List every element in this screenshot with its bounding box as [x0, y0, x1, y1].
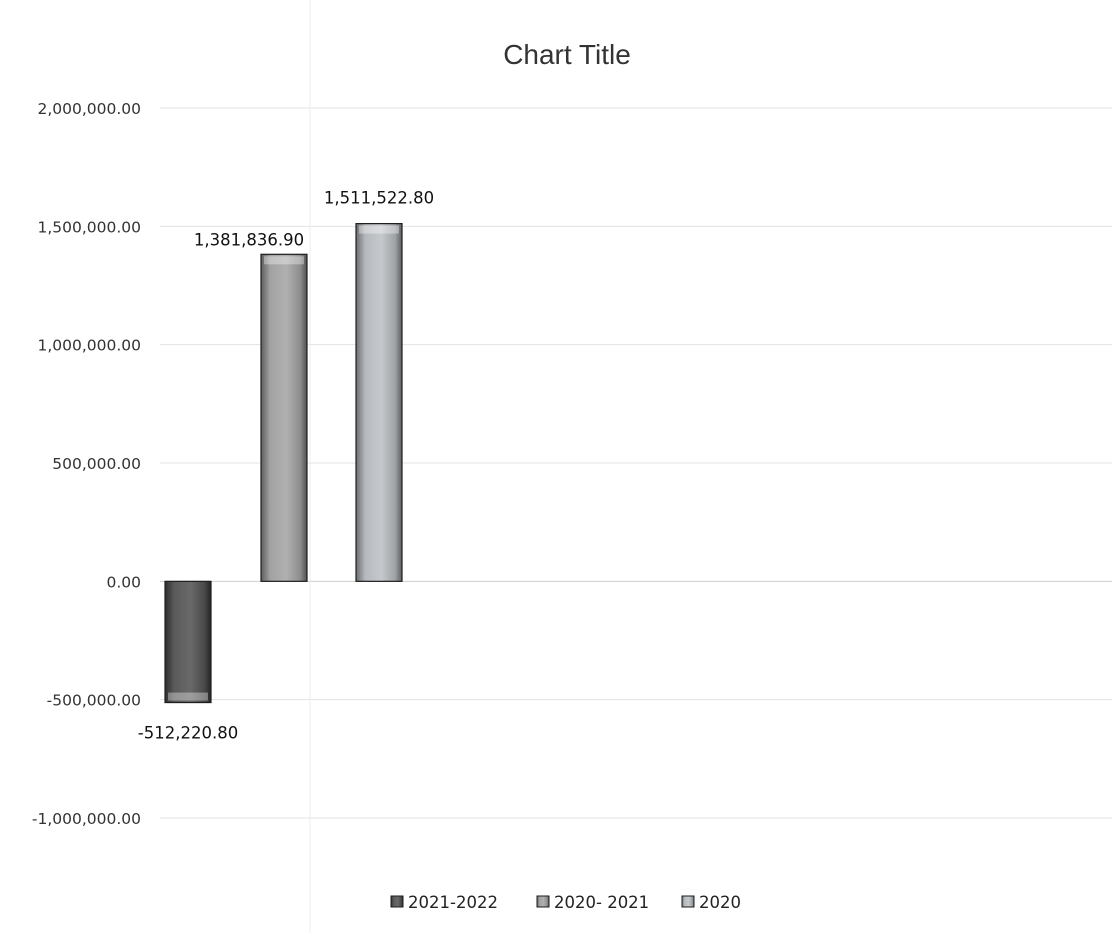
- bar: [260, 253, 308, 582]
- bar-bevel: [359, 225, 399, 234]
- bar-2020-2021: [260, 253, 308, 582]
- y-tick-label: 500,000.00: [52, 455, 141, 473]
- legend: 2021-2022 2020- 2021 2020: [390, 893, 741, 912]
- bar-bevel: [168, 692, 208, 701]
- legend-label: 2021-2022: [408, 893, 498, 912]
- legend-item: 2021-2022: [390, 893, 498, 912]
- legend-label: 2020- 2021: [554, 893, 649, 912]
- bar: [355, 223, 403, 582]
- legend-swatch: [390, 895, 404, 908]
- y-tick-label: 0.00: [106, 573, 141, 591]
- y-tick-label: -1,000,000.00: [32, 810, 141, 828]
- data-label: 1,511,522.80: [324, 189, 434, 208]
- chart-title: Chart Title: [503, 39, 631, 70]
- bar-2021-2022: [164, 580, 212, 704]
- bar-bevel: [264, 256, 304, 265]
- data-label: -512,220.80: [138, 724, 238, 743]
- y-axis-labels: 2,000,000.00 1,500,000.00 1,000,000.00 500,…: [32, 100, 141, 828]
- y-tick-label: 1,000,000.00: [37, 337, 141, 355]
- y-tick-label: 2,000,000.00: [37, 100, 141, 118]
- legend-label: 2020: [699, 893, 741, 912]
- bar: [164, 580, 212, 704]
- y-tick-label: 1,500,000.00: [37, 218, 141, 236]
- legend-swatch: [536, 895, 550, 908]
- legend-item: 2020- 2021: [536, 893, 649, 912]
- gridlines: [160, 0, 1112, 933]
- bars: [164, 223, 403, 704]
- bar-2020: [355, 223, 403, 582]
- data-label: 1,381,836.90: [194, 230, 304, 249]
- legend-item: 2020: [681, 893, 741, 912]
- y-tick-label: -500,000.00: [47, 692, 141, 710]
- data-labels: -512,220.80 1,381,836.90 1,511,522.80: [138, 189, 434, 743]
- legend-swatch: [681, 895, 695, 908]
